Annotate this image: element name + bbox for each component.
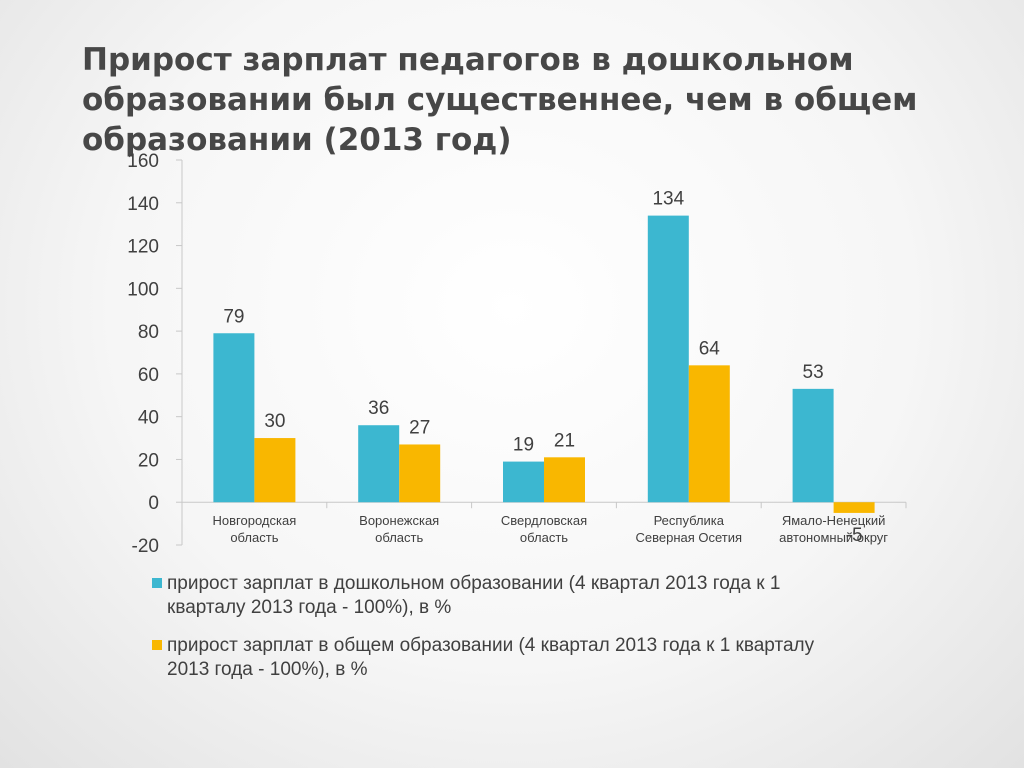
legend-label: прирост зарплат в общем образовании (4 к… — [167, 635, 815, 680]
y-tick-label: 60 — [138, 365, 159, 386]
data-label-series-2: 21 — [554, 430, 575, 451]
data-label-series-2: -5 — [846, 525, 863, 546]
y-tick-label: 160 — [127, 151, 159, 172]
data-label-series-1: 19 — [513, 435, 534, 456]
legend-item-series-2: прирост зарплат в общем образовании (4 к… — [152, 634, 932, 682]
y-tick-label: 120 — [127, 237, 159, 258]
y-tick-label: -20 — [132, 536, 159, 557]
x-category-label: Ямало-Ненецкий автономный округ — [779, 513, 888, 545]
bar-series-1 — [503, 461, 544, 503]
data-label-series-1: 36 — [368, 398, 389, 419]
x-category-label: Республика Северная Осетия — [636, 513, 743, 545]
x-category-label: Свердловская область — [501, 513, 587, 545]
legend: прирост зарплат в дошкольном образовании… — [152, 572, 932, 696]
x-category-label: Новгородская область — [213, 513, 297, 545]
data-label-series-1: 53 — [803, 362, 824, 383]
bar-series-1 — [792, 388, 834, 503]
bars — [213, 215, 875, 513]
bar-series-2 — [254, 438, 296, 503]
value-labels: 79 30 36 27 19 21 134 64 53 -5 — [223, 189, 862, 546]
data-label-series-1: 134 — [652, 189, 684, 210]
legend-swatch — [152, 640, 162, 650]
legend-label: прирост зарплат в дошкольном образовании… — [167, 573, 781, 618]
data-label-series-1: 79 — [223, 306, 244, 327]
y-tick-label: 40 — [138, 408, 159, 429]
y-tick-label: 0 — [148, 493, 159, 514]
y-tick-label: 80 — [138, 322, 159, 343]
bar-series-2 — [833, 502, 875, 513]
data-label-series-2: 64 — [699, 338, 721, 359]
data-label-series-2: 27 — [409, 417, 430, 438]
x-axis: Новгородская область Воронежская область Све… — [181, 501, 907, 545]
bar-series-2 — [544, 457, 585, 503]
bar-series-1 — [358, 425, 400, 503]
y-tick-label: 20 — [138, 450, 159, 471]
legend-swatch — [152, 578, 162, 588]
bar-series-2 — [688, 365, 730, 503]
legend-item-series-1: прирост зарплат в дошкольном образовании… — [152, 572, 932, 620]
y-tick-label: 140 — [127, 194, 159, 215]
bar-series-1 — [647, 215, 689, 503]
bar-series-1 — [213, 333, 255, 503]
slide-title: Прирост зарплат педагогов в дошкольном о… — [82, 42, 918, 158]
bar-series-2 — [399, 444, 441, 503]
x-category-label: Воронежская область — [359, 513, 439, 545]
data-label-series-2: 30 — [264, 411, 285, 432]
y-axis: -20 0 20 40 60 80 100 120 140 160 — [127, 151, 183, 557]
y-tick-label: 100 — [127, 279, 159, 300]
